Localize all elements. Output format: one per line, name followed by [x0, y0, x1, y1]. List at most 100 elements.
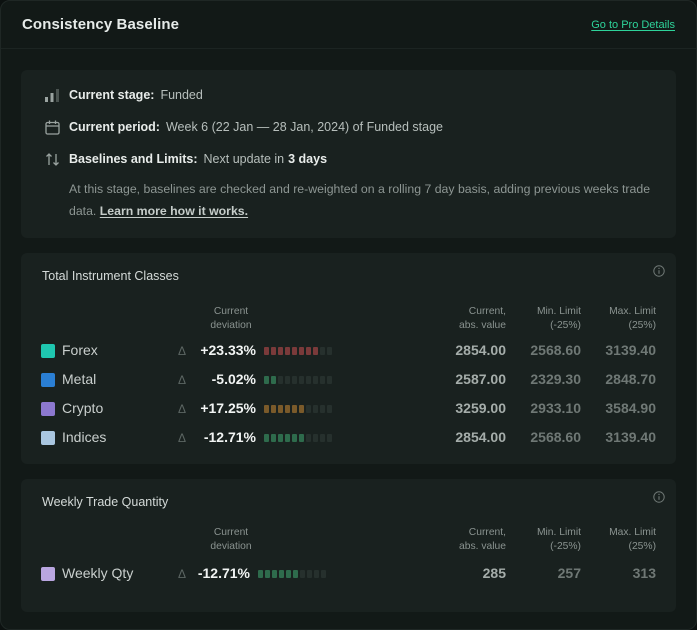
deviation-column-header: Current deviation: [201, 305, 261, 333]
max-limit-value: 2848.70: [605, 371, 656, 387]
learn-more-link[interactable]: Learn more how it works.: [99, 204, 249, 218]
bar-segment: [327, 347, 332, 355]
deviation-bar: [264, 376, 332, 384]
min-limit-column-header: Min. Limit (-25%): [501, 526, 581, 554]
baselines-row: Baselines and Limits: Next update in 3 d…: [43, 148, 654, 170]
bar-segment: [286, 570, 291, 578]
min-limit-column-header: Min. Limit (-25%): [501, 305, 581, 333]
min-limit-value: 2568.60: [530, 429, 581, 445]
bar-segment: [293, 570, 298, 578]
bar-chart-icon: [43, 86, 61, 104]
header-line: (25%): [628, 320, 656, 331]
row-label: Metal: [62, 371, 97, 387]
bar-segment: [306, 434, 311, 442]
row-label: Forex: [62, 342, 98, 358]
bar-segment: [321, 570, 326, 578]
max-limit-value: 3139.40: [605, 429, 656, 445]
color-swatch: [41, 402, 55, 416]
header-line: Current,: [468, 527, 506, 538]
delta-icon: Δ: [178, 567, 187, 581]
bar-segment: [264, 434, 269, 442]
bar-segment: [271, 434, 276, 442]
header-line: abs. value: [459, 320, 506, 331]
info-icon[interactable]: [653, 264, 665, 277]
calendar-icon: [43, 118, 61, 136]
max-limit-column-header: Max. Limit (25%): [576, 526, 656, 554]
bar-segment: [271, 405, 276, 413]
bar-segment: [327, 405, 332, 413]
header-line: (-25%): [550, 320, 581, 331]
bar-segment: [327, 434, 332, 442]
table-row: Crypto Δ +17.25% 3259.00 2933.10 3584.90: [21, 397, 676, 421]
bar-segment: [306, 376, 311, 384]
bar-segment: [299, 347, 304, 355]
bar-segment: [278, 347, 283, 355]
table-row: Forex Δ +23.33% 2854.00 2568.60 3139.40: [21, 339, 676, 363]
go-to-pro-details-link[interactable]: Go to Pro Details: [591, 18, 675, 31]
bar-segment: [285, 405, 290, 413]
current-stage-label: Current stage:: [69, 88, 155, 102]
bar-segment: [320, 376, 325, 384]
current-value: 2854.00: [455, 429, 506, 445]
max-limit-value: 3584.90: [605, 400, 656, 416]
color-swatch: [41, 431, 55, 445]
bar-segment: [292, 376, 297, 384]
delta-icon: Δ: [178, 344, 187, 358]
delta-icon: Δ: [178, 373, 187, 387]
bar-segment: [313, 405, 318, 413]
bar-segment: [313, 434, 318, 442]
deviation-bar: [264, 405, 332, 413]
header-line: Max. Limit: [609, 527, 656, 538]
bar-segment: [307, 570, 312, 578]
bar-segment: [285, 434, 290, 442]
bar-segment: [299, 376, 304, 384]
row-label: Crypto: [62, 400, 104, 416]
deviation-column-header: Current deviation: [201, 526, 261, 554]
deviation-bar: [264, 434, 332, 442]
header-line: Min. Limit: [536, 527, 581, 538]
baselines-value: Next update in: [203, 152, 285, 166]
panel-header: Consistency Baseline Go to Pro Details: [1, 1, 696, 49]
color-swatch: [41, 373, 55, 387]
bar-segment: [285, 347, 290, 355]
header-line: deviation: [210, 541, 252, 552]
weekly-trade-title: Weekly Trade Quantity: [42, 495, 169, 509]
table-row: Weekly Qty Δ -12.71% 285 257 313: [21, 562, 676, 586]
header-line: Current: [213, 527, 249, 538]
bar-segment: [306, 347, 311, 355]
instrument-classes-title: Total Instrument Classes: [42, 269, 179, 283]
current-stage-row: Current stage: Funded: [43, 84, 654, 106]
color-swatch: [41, 567, 55, 581]
delta-icon: Δ: [178, 431, 187, 445]
info-icon[interactable]: [653, 490, 665, 503]
sort-arrows-icon: [43, 150, 61, 168]
bar-segment: [320, 347, 325, 355]
instrument-classes-card: Total Instrument Classes Current deviati…: [21, 253, 676, 464]
description-text: At this stage, baselines are checked and…: [69, 182, 651, 218]
weekly-trade-quantity-card: Weekly Trade Quantity Current deviation …: [21, 479, 676, 612]
header-line: (25%): [628, 541, 656, 552]
color-swatch: [41, 344, 55, 358]
bar-segment: [313, 376, 318, 384]
bar-segment: [320, 405, 325, 413]
current-value: 2587.00: [455, 371, 506, 387]
bar-segment: [278, 405, 283, 413]
deviation-value: +17.25%: [200, 400, 256, 416]
baseline-description: At this stage, baselines are checked and…: [69, 178, 659, 222]
bar-segment: [264, 405, 269, 413]
deviation-bar: [264, 347, 332, 355]
bar-segment: [258, 570, 263, 578]
max-limit-column-header: Max. Limit (25%): [576, 305, 656, 333]
bar-segment: [292, 347, 297, 355]
current-period-label: Current period:: [69, 120, 160, 134]
current-value: 3259.00: [455, 400, 506, 416]
max-limit-value: 313: [632, 565, 656, 581]
min-limit-value: 2933.10: [530, 400, 581, 416]
panel-title: Consistency Baseline: [22, 16, 180, 33]
header-line: Current,: [468, 306, 506, 317]
bar-segment: [272, 570, 277, 578]
header-line: Current: [213, 306, 249, 317]
bar-segment: [299, 434, 304, 442]
deviation-value: -12.71%: [203, 429, 256, 445]
